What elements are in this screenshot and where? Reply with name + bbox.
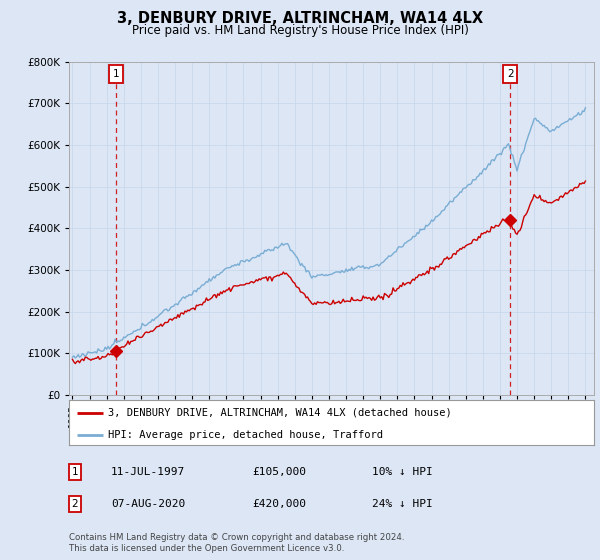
- Text: 2: 2: [71, 499, 79, 509]
- Text: 24% ↓ HPI: 24% ↓ HPI: [372, 499, 433, 509]
- Text: 11-JUL-1997: 11-JUL-1997: [111, 467, 185, 477]
- Text: £105,000: £105,000: [252, 467, 306, 477]
- Text: 2: 2: [507, 69, 514, 79]
- Text: 1: 1: [71, 467, 79, 477]
- Text: 3, DENBURY DRIVE, ALTRINCHAM, WA14 4LX (detached house): 3, DENBURY DRIVE, ALTRINCHAM, WA14 4LX (…: [109, 408, 452, 418]
- Text: Price paid vs. HM Land Registry's House Price Index (HPI): Price paid vs. HM Land Registry's House …: [131, 24, 469, 36]
- Text: HPI: Average price, detached house, Trafford: HPI: Average price, detached house, Traf…: [109, 430, 383, 440]
- Text: 1: 1: [113, 69, 119, 79]
- Text: 3, DENBURY DRIVE, ALTRINCHAM, WA14 4LX: 3, DENBURY DRIVE, ALTRINCHAM, WA14 4LX: [117, 11, 483, 26]
- Text: 07-AUG-2020: 07-AUG-2020: [111, 499, 185, 509]
- Text: 10% ↓ HPI: 10% ↓ HPI: [372, 467, 433, 477]
- Text: £420,000: £420,000: [252, 499, 306, 509]
- Text: Contains HM Land Registry data © Crown copyright and database right 2024.
This d: Contains HM Land Registry data © Crown c…: [69, 533, 404, 553]
